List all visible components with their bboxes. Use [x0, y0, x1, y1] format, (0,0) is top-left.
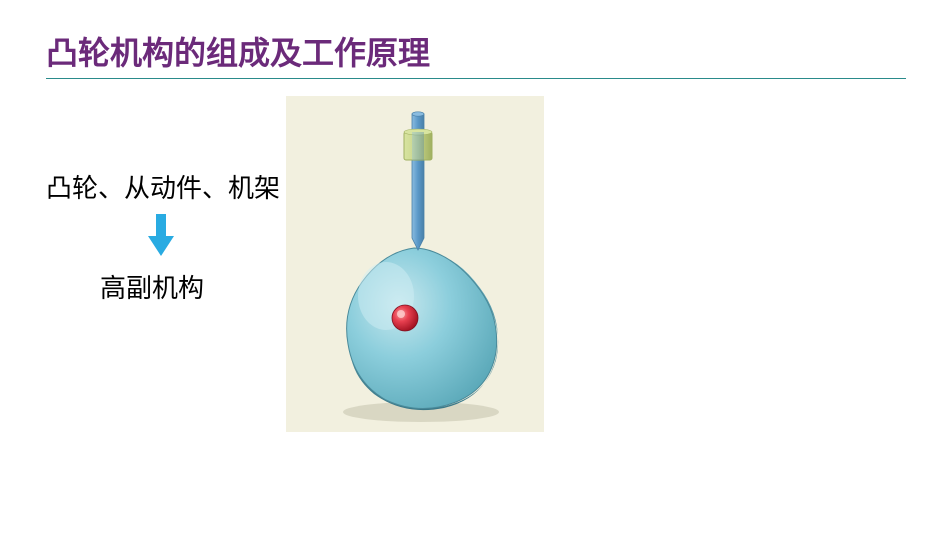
down-arrow-icon [148, 214, 174, 261]
components-text: 凸轮、从动件、机架 [46, 168, 280, 205]
mechanism-type-text: 高副机构 [100, 268, 204, 305]
cam-mechanism-diagram [286, 96, 544, 432]
page-title: 凸轮机构的组成及工作原理 [46, 28, 430, 74]
title-underline [46, 78, 906, 79]
